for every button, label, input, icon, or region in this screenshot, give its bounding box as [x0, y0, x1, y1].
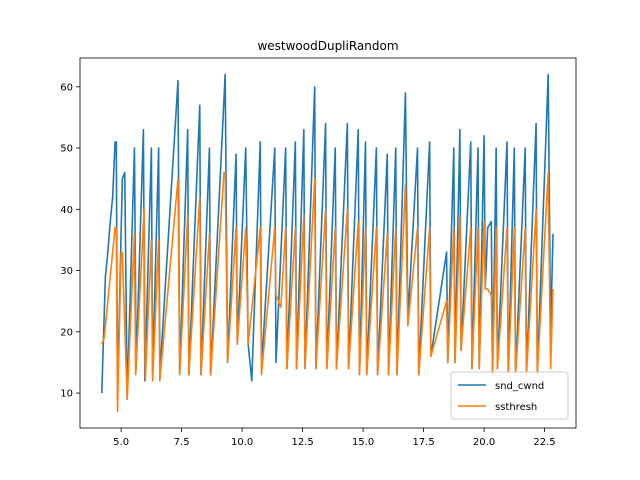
x-tick-label: 10.0	[231, 437, 253, 448]
x-tick-label: 17.5	[412, 437, 434, 448]
x-axis: 5.0 7.5 10.0 12.5 15.0 17.5 20.0 22.5	[113, 428, 556, 448]
plot-area	[79, 57, 577, 429]
y-tick-label: 40	[60, 205, 73, 216]
series-line-ssthresh	[101, 171, 554, 413]
chart-title: westwoodDupliRandom	[257, 39, 398, 53]
y-tick-label: 30	[60, 266, 73, 277]
x-tick-label: 12.5	[291, 437, 313, 448]
legend: snd_cwnd ssthresh	[450, 371, 569, 420]
plot-frame	[79, 57, 577, 429]
legend-label-ssthresh: ssthresh	[495, 402, 537, 413]
series-layer	[100, 73, 554, 413]
x-tick-label: 20.0	[473, 437, 495, 448]
y-tick-label: 20	[60, 327, 73, 338]
y-tick-label: 50	[60, 144, 73, 155]
x-tick-label: 5.0	[113, 437, 129, 448]
x-tick-label: 7.5	[174, 437, 190, 448]
legend-label-snd-cwnd: snd_cwnd	[495, 381, 544, 392]
y-axis: 10 20 30 40 50 60	[60, 82, 80, 400]
x-tick-label: 22.5	[533, 437, 555, 448]
legend-box	[450, 371, 569, 420]
x-tick-label: 15.0	[352, 437, 374, 448]
y-tick-label: 60	[60, 82, 73, 93]
y-tick-label: 10	[60, 389, 73, 400]
